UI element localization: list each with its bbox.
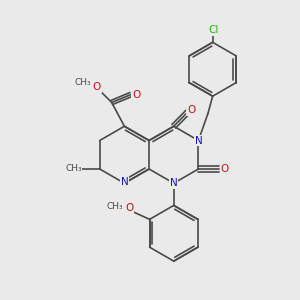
Text: CH₃: CH₃ [65,164,82,173]
Text: N: N [194,136,202,146]
Text: O: O [220,164,229,174]
Text: O: O [132,90,140,100]
Text: O: O [93,82,101,92]
Text: CH₃: CH₃ [75,78,92,87]
Text: N: N [121,177,128,187]
Text: O: O [187,105,195,115]
Text: Cl: Cl [208,25,219,35]
Text: O: O [125,203,133,213]
Text: CH₃: CH₃ [106,202,123,211]
Text: N: N [170,178,178,188]
